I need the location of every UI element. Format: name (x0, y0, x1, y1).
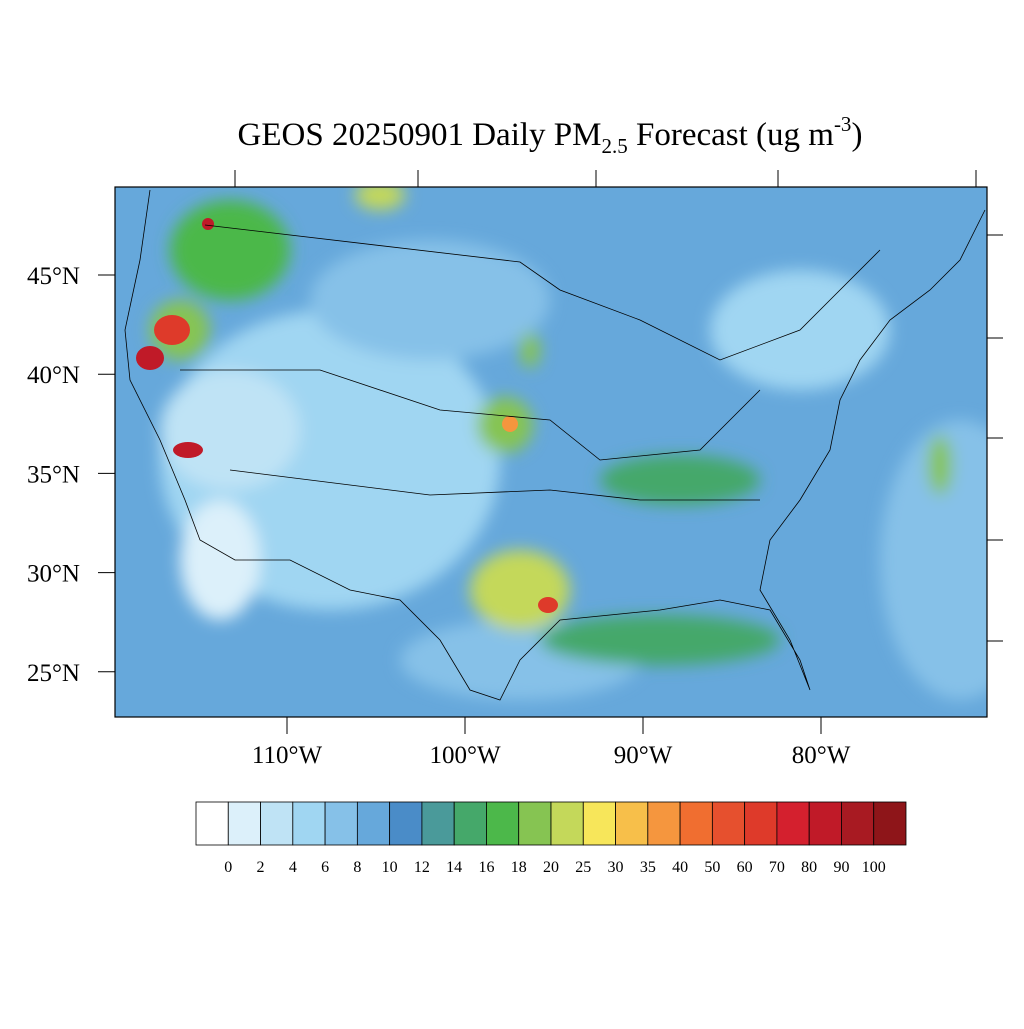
colorbar-box (421, 801, 455, 846)
colorbar-label: 70 (769, 859, 785, 876)
colorbar-box (324, 801, 358, 846)
colorbar-label: 6 (321, 859, 329, 876)
colorbar-box (711, 801, 746, 846)
map-field (115, 187, 987, 717)
colorbar-box (776, 801, 810, 846)
hotspot (136, 346, 164, 370)
title-superscript: -3 (834, 112, 852, 136)
colorbar: 0 2 4 6 8 10 12 14 16 18 20 25 30 35 40 50 60 70 80 90 100 (195, 801, 907, 876)
colorbar-label: 35 (640, 859, 656, 876)
colorbar-box (195, 801, 229, 846)
colorbar-box (356, 801, 391, 846)
colorbar-box (679, 801, 713, 846)
hotspot (154, 315, 190, 345)
colorbar-box (873, 801, 907, 846)
lon-label: 100°W (429, 742, 500, 769)
colorbar-box (292, 801, 326, 846)
lat-label: 25°N (27, 660, 80, 687)
title: GEOS 20250901 Daily PM2.5 Forecast (ug m… (238, 112, 863, 158)
lon-label: 80°W (792, 742, 851, 769)
lon-label: 110°W (252, 742, 323, 769)
colorbar-box (615, 801, 649, 846)
hotspot (173, 442, 203, 458)
title-end: ) (851, 117, 862, 153)
colorbar-label: 0 (224, 859, 232, 876)
hotspot (502, 416, 518, 432)
axes: 45°N 40°N 35°N 30°N 25°N 110°W 100°W 90°W 80°W (27, 170, 1003, 769)
field-blobs (150, 187, 987, 700)
colorbar-label: 25 (575, 859, 591, 876)
hotspot (202, 218, 214, 230)
colorbar-label: 14 (446, 859, 462, 876)
title-subscript: 2.5 (601, 134, 627, 158)
lat-label: 40°N (27, 362, 80, 389)
colorbar-box (260, 801, 294, 846)
hotspot (538, 597, 558, 613)
colorbar-label: 40 (672, 859, 688, 876)
colorbar-label: 4 (289, 859, 297, 876)
colorbar-label: 16 (478, 859, 494, 876)
colorbar-box (486, 801, 520, 846)
colorbar-label: 12 (414, 859, 430, 876)
colorbar-box (550, 801, 584, 846)
colorbar-box (582, 801, 616, 846)
colorbar-label: 8 (353, 859, 361, 876)
colorbar-label: 18 (511, 859, 527, 876)
title-rest: Forecast (ug m (628, 117, 835, 153)
colorbar-label: 2 (257, 859, 265, 876)
boundaries (124, 189, 986, 701)
lon-label: 90°W (614, 742, 673, 769)
title-main: GEOS 20250901 Daily PM (238, 117, 602, 153)
colorbar-box (841, 801, 875, 846)
colorbar-label: 20 (543, 859, 559, 876)
colorbar-box (808, 801, 842, 846)
colorbar-box (453, 801, 487, 846)
colorbar-label: 30 (608, 859, 624, 876)
map-frame (114, 186, 988, 718)
colorbar-box (518, 801, 552, 846)
colorbar-box (647, 801, 681, 846)
colorbar-box (389, 801, 423, 846)
colorbar-label: 50 (704, 859, 720, 876)
colorbar-label: 60 (737, 859, 753, 876)
lat-label: 30°N (27, 561, 80, 588)
colorbar-label: 80 (801, 859, 817, 876)
colorbar-label: 10 (382, 859, 398, 876)
colorbar-box (744, 801, 778, 846)
colorbar-label: 100 (862, 859, 886, 876)
colorbar-label: 90 (833, 859, 849, 876)
lat-label: 45°N (27, 263, 80, 290)
lat-label: 35°N (27, 461, 80, 488)
colorbar-box (227, 801, 261, 846)
